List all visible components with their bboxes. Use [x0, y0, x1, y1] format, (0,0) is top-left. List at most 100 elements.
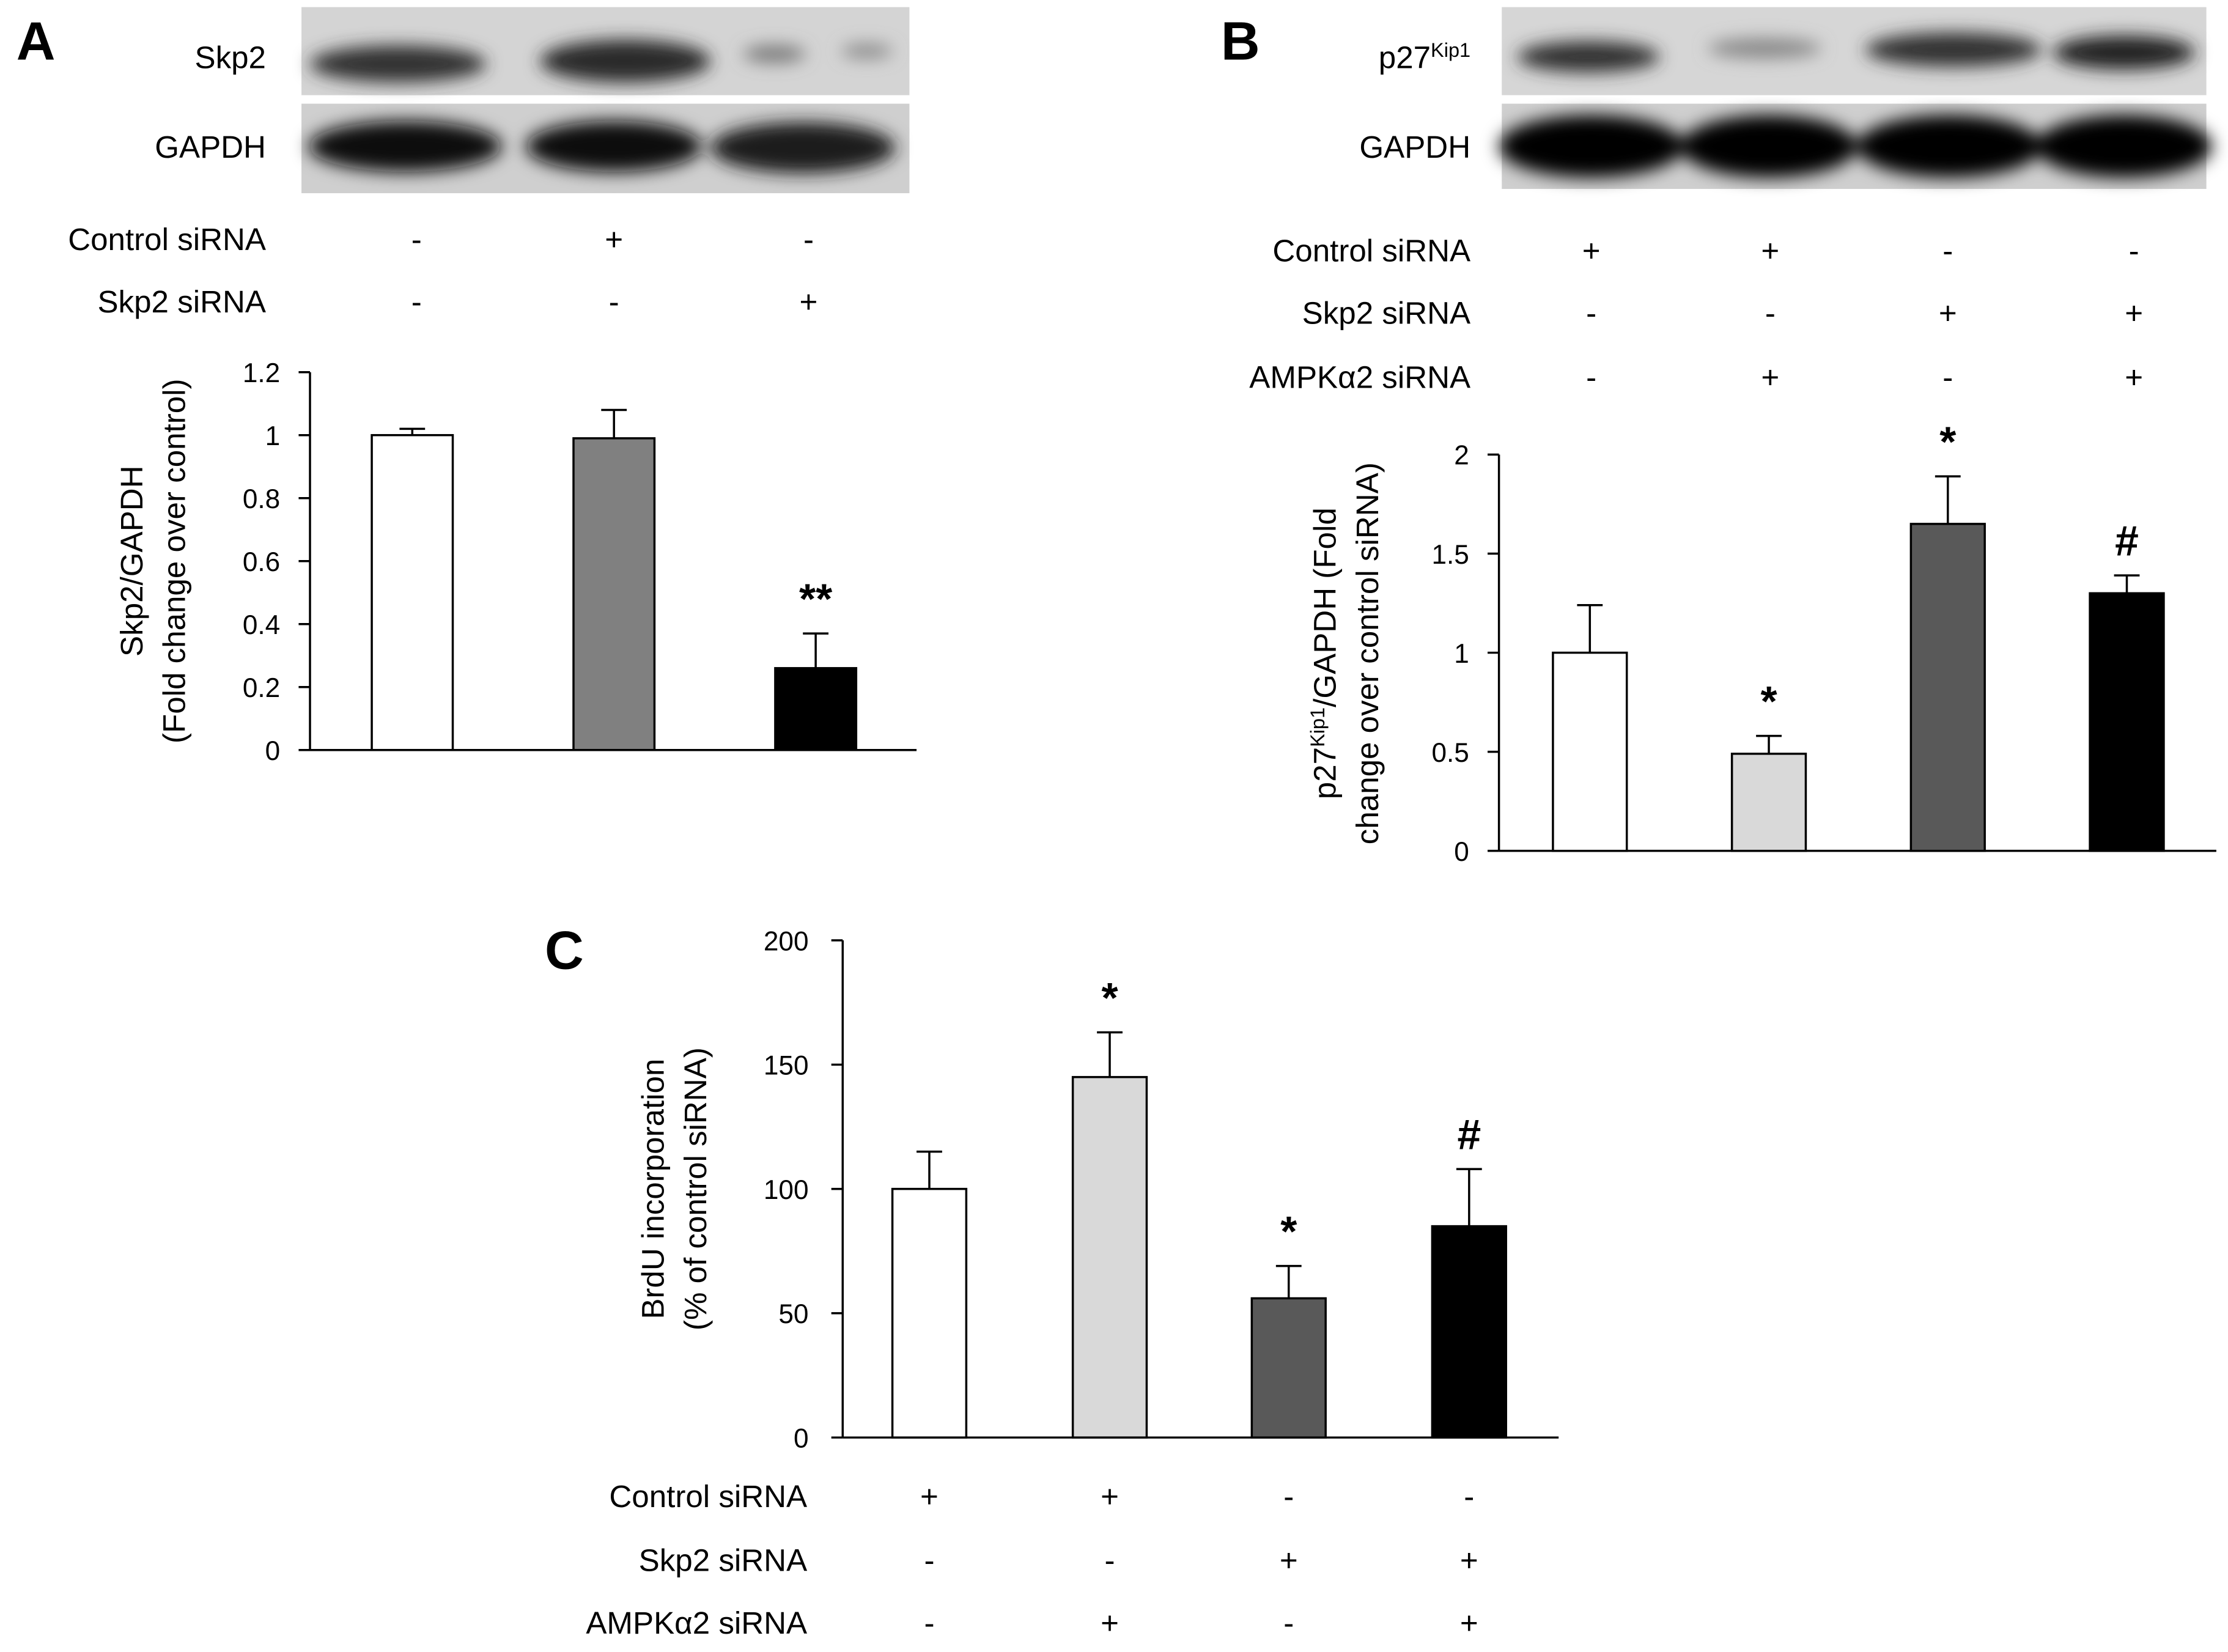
error-bar	[399, 427, 426, 435]
condition-label: AMPKα2 siRNA	[586, 1606, 807, 1640]
panel-letter: A	[17, 11, 56, 72]
error-bar	[917, 1150, 942, 1189]
condition-sign: -	[2129, 233, 2139, 268]
condition-sign: -	[1105, 1543, 1115, 1578]
condition-sign: +	[1101, 1606, 1119, 1640]
error-bar	[1456, 1168, 1482, 1226]
y-tick-label: 0.4	[243, 610, 280, 640]
condition-label: Skp2 siRNA	[639, 1543, 808, 1578]
condition-sign: -	[1464, 1479, 1474, 1514]
condition-sign: +	[1582, 233, 1601, 268]
condition-label: Control siRNA	[68, 222, 266, 257]
error-bar	[1756, 734, 1782, 754]
condition-sign: -	[1283, 1479, 1294, 1514]
condition-sign: +	[1460, 1606, 1478, 1640]
condition-sign: +	[1460, 1543, 1478, 1578]
blot-label: p27Kip1	[1379, 39, 1470, 75]
condition-sign: -	[803, 222, 814, 257]
bar	[1431, 1225, 1507, 1439]
condition-sign: -	[1942, 233, 1953, 268]
bar	[1730, 753, 1807, 852]
error-bar	[1275, 1264, 1302, 1299]
error-bar	[1577, 604, 1603, 653]
y-tick-label: 1.2	[243, 358, 280, 388]
y-tick-label: 0.6	[243, 547, 280, 577]
y-tick-label: 2	[1454, 441, 1469, 471]
y-tick-label: 1	[1454, 639, 1469, 669]
significance: *	[1280, 1208, 1297, 1255]
y-tick-label: 0.2	[243, 673, 280, 703]
blots-a	[301, 7, 910, 193]
blot-label: GAPDH	[155, 130, 266, 164]
error-bar	[2114, 574, 2140, 594]
y-axis-label-sup: Kip1	[1307, 707, 1329, 747]
condition-sign: +	[1101, 1479, 1119, 1514]
bar	[891, 1187, 968, 1439]
y-tick-label: 0	[1454, 837, 1469, 867]
y-axis-label-base: p27	[1307, 747, 1342, 799]
y-axis-label-rest: /GAPDH (Fold	[1307, 507, 1342, 707]
y-tick-label: 1.5	[1431, 540, 1469, 570]
bar	[1909, 523, 1986, 852]
condition-sign: -	[1942, 360, 1953, 394]
y-axis-label: (% of control siRNA)	[678, 1047, 713, 1330]
condition-sign: -	[1283, 1606, 1294, 1640]
error-bar	[1097, 1031, 1123, 1077]
condition-sign: +	[1280, 1543, 1298, 1578]
y-tick-label: 150	[764, 1051, 809, 1081]
significance: #	[2115, 517, 2139, 565]
panel-letter: C	[545, 920, 584, 980]
y-tick-label: 0.8	[243, 484, 280, 514]
condition-sign: +	[920, 1479, 939, 1514]
condition-label: Control siRNA	[1272, 233, 1470, 268]
error-bar	[601, 408, 627, 438]
y-tick-label: 1	[265, 421, 281, 451]
y-tick-label: 200	[764, 926, 809, 956]
significance: *	[1760, 677, 1777, 725]
y-tick-label: 100	[764, 1175, 809, 1205]
condition-sign: +	[2125, 296, 2143, 331]
y-axis-label: BrdU incorporation	[636, 1059, 671, 1319]
y-tick-label: 0.5	[1431, 738, 1469, 768]
condition-label: AMPKα2 siRNA	[1249, 360, 1470, 394]
y-tick-label: 0	[265, 736, 281, 766]
condition-sign: -	[609, 284, 619, 319]
bar	[1552, 651, 1628, 852]
condition-label: Skp2 siRNA	[97, 284, 266, 319]
y-axis-label: change over control siRNA)	[1350, 462, 1385, 844]
error-bar	[1935, 475, 1961, 524]
condition-sign: +	[605, 222, 623, 257]
bar	[1250, 1297, 1327, 1439]
condition-label: Control siRNA	[609, 1479, 807, 1514]
condition-sign: -	[1586, 360, 1596, 394]
significance: **	[799, 575, 833, 623]
blot-label-sup: Kip1	[1431, 39, 1470, 61]
condition-label: Skp2 siRNA	[1302, 296, 1471, 331]
y-tick-label: 50	[778, 1299, 808, 1329]
y-axis-label: Skp2/GAPDH	[114, 465, 149, 656]
condition-sign: -	[411, 284, 422, 319]
y-axis-label: p27Kip1/GAPDH (Fold	[1307, 507, 1343, 799]
bar	[1071, 1075, 1148, 1439]
condition-sign: -	[1765, 296, 1776, 331]
significance: *	[1101, 974, 1118, 1022]
condition-sign: +	[2125, 360, 2143, 394]
blots-b	[1499, 7, 2212, 189]
bar	[572, 437, 656, 751]
condition-sign: +	[1761, 360, 1779, 394]
significance: *	[1939, 418, 1957, 466]
bar	[2089, 592, 2165, 852]
significance: #	[1457, 1111, 1481, 1159]
error-bar	[803, 632, 829, 668]
blot-label-base: p27	[1379, 40, 1431, 75]
condition-sign: -	[924, 1606, 934, 1640]
panel-letter: B	[1221, 11, 1260, 72]
condition-sign: +	[1939, 296, 1957, 331]
condition-sign: -	[924, 1543, 934, 1578]
bar	[371, 433, 454, 751]
condition-sign: +	[800, 284, 818, 319]
blot-label: GAPDH	[1359, 130, 1470, 164]
blot-label: Skp2	[194, 40, 266, 75]
